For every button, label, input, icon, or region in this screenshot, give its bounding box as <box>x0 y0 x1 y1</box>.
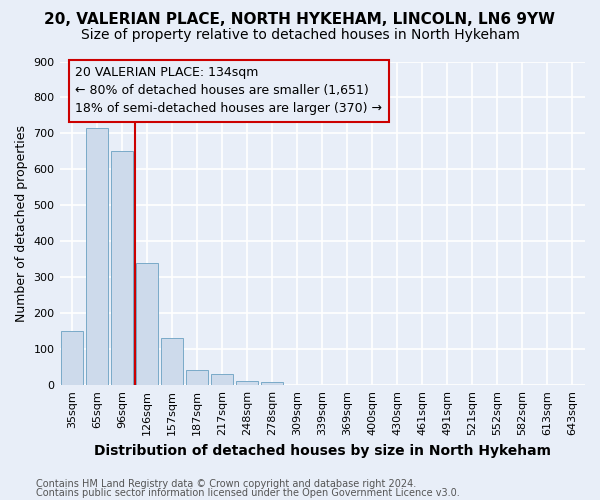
Bar <box>161 338 184 385</box>
Text: Contains HM Land Registry data © Crown copyright and database right 2024.: Contains HM Land Registry data © Crown c… <box>36 479 416 489</box>
Text: Contains public sector information licensed under the Open Government Licence v3: Contains public sector information licen… <box>36 488 460 498</box>
Y-axis label: Number of detached properties: Number of detached properties <box>15 125 28 322</box>
Bar <box>261 382 283 385</box>
Bar <box>61 331 83 385</box>
Bar <box>136 263 158 385</box>
Bar <box>86 128 109 385</box>
Text: Size of property relative to detached houses in North Hykeham: Size of property relative to detached ho… <box>80 28 520 42</box>
Text: 20 VALERIAN PLACE: 134sqm
← 80% of detached houses are smaller (1,651)
18% of se: 20 VALERIAN PLACE: 134sqm ← 80% of detac… <box>76 66 382 116</box>
Bar <box>236 381 259 385</box>
Text: 20, VALERIAN PLACE, NORTH HYKEHAM, LINCOLN, LN6 9YW: 20, VALERIAN PLACE, NORTH HYKEHAM, LINCO… <box>44 12 556 28</box>
X-axis label: Distribution of detached houses by size in North Hykeham: Distribution of detached houses by size … <box>94 444 551 458</box>
Bar <box>211 374 233 385</box>
Bar <box>111 152 133 385</box>
Bar <box>186 370 208 385</box>
